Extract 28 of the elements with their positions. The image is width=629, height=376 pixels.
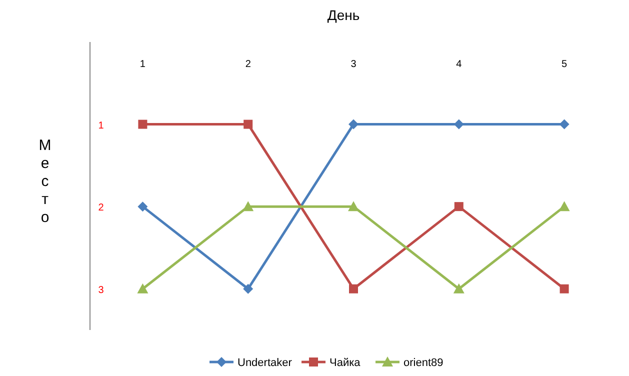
point xyxy=(137,283,148,294)
x-tick-label: 2 xyxy=(245,59,252,70)
y-tick-label: 3 xyxy=(98,284,104,296)
point xyxy=(243,284,254,294)
point xyxy=(559,119,570,130)
point xyxy=(242,201,254,212)
point xyxy=(349,284,358,294)
point xyxy=(558,201,570,212)
y-tick-label: 1 xyxy=(98,120,104,132)
x-tick-label: 1 xyxy=(140,59,146,70)
point xyxy=(138,202,148,212)
point xyxy=(348,201,359,212)
point xyxy=(244,120,253,129)
x-tick-label: 3 xyxy=(350,59,357,70)
x-tick-label: 4 xyxy=(456,59,462,70)
point xyxy=(454,119,464,130)
y-tick-label: 2 xyxy=(98,202,104,214)
point xyxy=(348,119,358,130)
point xyxy=(138,120,148,129)
legend-label: Чайка xyxy=(330,357,362,369)
legend-label: Undertaker xyxy=(238,357,292,369)
point xyxy=(453,283,464,294)
x-tick-label: 5 xyxy=(562,59,568,70)
y-axis-title: Место xyxy=(38,137,52,226)
point xyxy=(454,202,464,212)
x-axis-title: День xyxy=(327,7,360,23)
legend-label: orient89 xyxy=(404,357,444,369)
point xyxy=(560,284,569,294)
